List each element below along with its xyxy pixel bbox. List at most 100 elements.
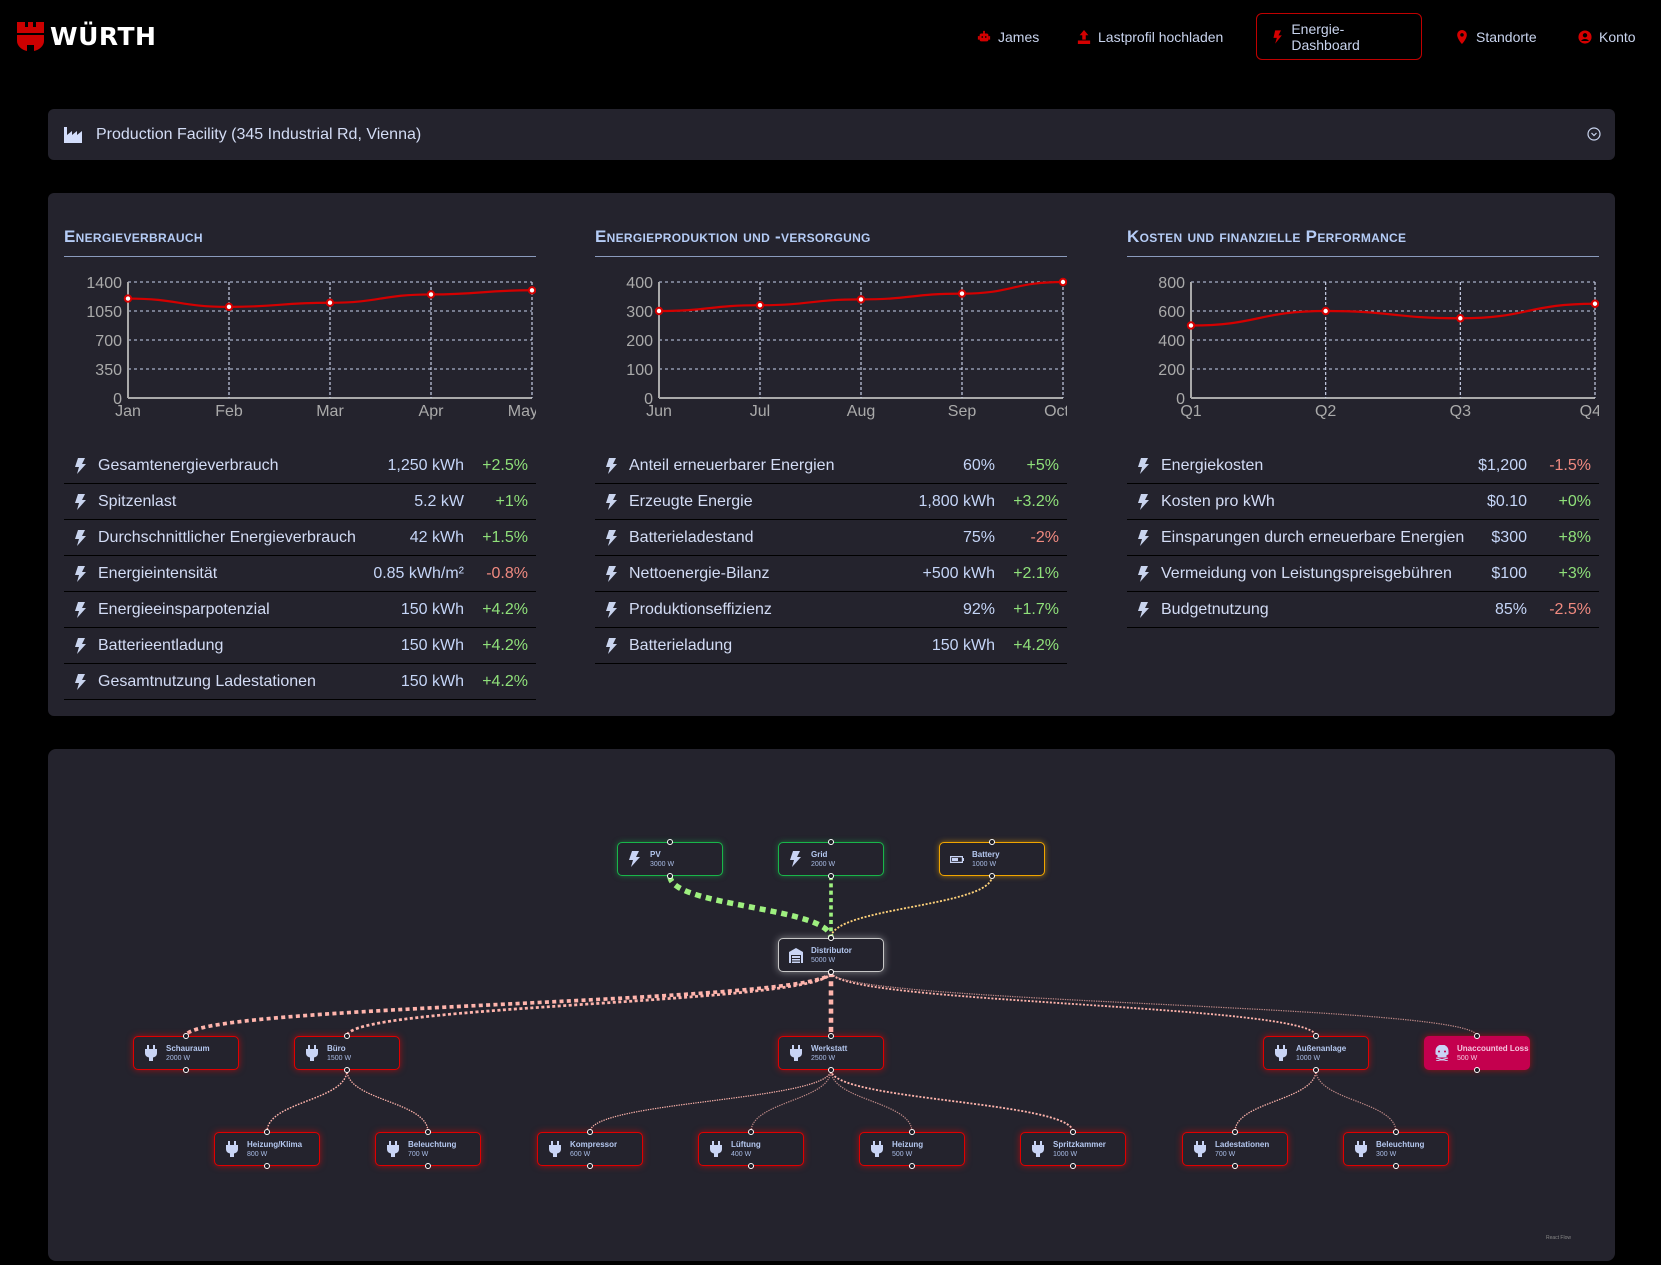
data-point[interactable] <box>654 306 664 316</box>
flow-edge[interactable] <box>589 1069 832 1133</box>
metric-change: +5% <box>1026 456 1059 474</box>
flow-edge[interactable] <box>1315 1069 1397 1133</box>
data-point[interactable] <box>325 298 335 307</box>
source-handle[interactable] <box>1474 1067 1480 1073</box>
flow-edge[interactable] <box>346 1069 429 1133</box>
flow-node-battery[interactable]: Battery 1000 W <box>939 839 1045 879</box>
flow-edge[interactable] <box>184 970 833 1038</box>
section-title: Energieverbrauch <box>64 227 203 246</box>
flow-node-bel2[interactable]: Beleuchtung 300 W <box>1343 1129 1449 1169</box>
metric-row: Vermeidung von Leistungspreisgebühren $10… <box>1127 556 1599 592</box>
target-handle[interactable] <box>425 1129 431 1135</box>
data-point[interactable] <box>123 294 133 303</box>
flow-node-heiz[interactable]: Heizung 500 W <box>859 1129 965 1169</box>
flow-node-hk[interactable]: Heizung/Klima 800 W <box>214 1129 320 1169</box>
flow-edge[interactable] <box>750 1069 832 1133</box>
source-handle[interactable] <box>667 873 673 879</box>
target-handle[interactable] <box>828 1033 834 1039</box>
node-value: 800 W <box>247 1150 268 1158</box>
nav-standorte[interactable]: Standorte <box>1441 13 1551 60</box>
source-handle[interactable] <box>1070 1163 1076 1169</box>
node-value: 2500 W <box>811 1054 836 1062</box>
data-point[interactable] <box>1456 314 1465 323</box>
flow-edge[interactable] <box>667 875 834 939</box>
plug-icon <box>306 1045 318 1061</box>
plug-icon <box>387 1141 399 1157</box>
flow-edge[interactable] <box>830 971 1317 1037</box>
flow-node-bel1[interactable]: Beleuchtung 700 W <box>375 1129 481 1169</box>
nav-lastprofil-hochladen[interactable]: Lastprofil hochladen <box>1063 13 1237 60</box>
flow-edge[interactable] <box>345 971 833 1037</box>
react-flow-attribution[interactable]: React Flow <box>1545 1235 1571 1241</box>
nav-energie-dashboard[interactable]: Energie-Dashboard <box>1256 13 1422 60</box>
target-handle[interactable] <box>1070 1129 1076 1135</box>
source-handle[interactable] <box>909 1163 915 1169</box>
source-handle[interactable] <box>1313 1067 1319 1073</box>
data-point[interactable] <box>1590 299 1599 308</box>
data-point[interactable] <box>1186 321 1196 330</box>
source-handle[interactable] <box>183 1067 189 1073</box>
site-selector[interactable]: Production Facility (345 Industrial Rd, … <box>48 109 1615 160</box>
nav-konto[interactable]: Konto <box>1564 13 1650 60</box>
data-point[interactable] <box>1058 277 1067 287</box>
target-handle[interactable] <box>748 1129 754 1135</box>
flow-node-loss[interactable]: Unaccounted Loss 500 W <box>1424 1033 1530 1073</box>
flow-node-pv[interactable]: PV 3000 W <box>617 839 723 879</box>
target-handle[interactable] <box>667 839 673 845</box>
source-handle[interactable] <box>264 1163 270 1169</box>
source-handle[interactable] <box>425 1163 431 1169</box>
flow-edge[interactable] <box>830 971 1478 1037</box>
metric-label: Nettoenergie-Bilanz <box>629 564 770 582</box>
data-point[interactable] <box>426 290 436 299</box>
nav-james[interactable]: James <box>963 13 1053 60</box>
target-handle[interactable] <box>909 1129 915 1135</box>
source-handle[interactable] <box>989 873 995 879</box>
flow-node-spritz[interactable]: Spritzkammer 1000 W <box>1020 1129 1126 1169</box>
data-point[interactable] <box>856 295 866 304</box>
energy-flow-diagram[interactable]: React Flow PV 3000 W Grid 2000 W Battery 1000… <box>48 749 1615 1261</box>
flow-node-werkstatt[interactable]: Werkstatt 2500 W <box>778 1033 884 1073</box>
source-handle[interactable] <box>828 873 834 879</box>
target-handle[interactable] <box>1232 1129 1238 1135</box>
target-handle[interactable] <box>1313 1033 1319 1039</box>
x-tick-label: Q4 <box>1580 403 1599 420</box>
flow-node-schauraum[interactable]: Schauraum 2000 W <box>133 1033 239 1073</box>
target-handle[interactable] <box>828 935 834 941</box>
source-handle[interactable] <box>1232 1163 1238 1169</box>
source-handle[interactable] <box>344 1067 350 1073</box>
target-handle[interactable] <box>264 1129 270 1135</box>
target-handle[interactable] <box>183 1033 189 1039</box>
target-handle[interactable] <box>344 1033 350 1039</box>
data-point[interactable] <box>527 286 536 295</box>
flow-node-lade[interactable]: Ladestationen 700 W <box>1182 1129 1288 1169</box>
wurth-logo[interactable]: WÜRTH <box>17 22 156 51</box>
target-handle[interactable] <box>989 839 995 845</box>
flow-edge[interactable] <box>1234 1069 1317 1133</box>
target-handle[interactable] <box>587 1129 593 1135</box>
data-point[interactable] <box>1321 306 1330 316</box>
target-handle[interactable] <box>1474 1033 1480 1039</box>
metric-row: Kosten pro kWh $0.10 +0% <box>1127 484 1599 520</box>
source-handle[interactable] <box>828 969 834 975</box>
source-handle[interactable] <box>828 1067 834 1073</box>
flow-edge[interactable] <box>830 1069 1074 1133</box>
flow-node-grid[interactable]: Grid 2000 W <box>778 839 884 879</box>
flow-edge[interactable] <box>830 875 993 939</box>
data-point[interactable] <box>224 302 234 312</box>
flow-node-dist[interactable]: Distributor 5000 W <box>778 935 884 975</box>
source-handle[interactable] <box>587 1163 593 1169</box>
data-point[interactable] <box>957 289 967 298</box>
flow-node-buero[interactable]: Büro 1500 W <box>294 1033 400 1073</box>
data-point[interactable] <box>755 301 765 310</box>
series-line <box>1190 302 1596 327</box>
flow-node-aussen[interactable]: Außenanlage 1000 W <box>1263 1033 1369 1073</box>
y-tick-label: 1400 <box>86 275 122 292</box>
source-handle[interactable] <box>1393 1163 1399 1169</box>
target-handle[interactable] <box>1393 1129 1399 1135</box>
source-handle[interactable] <box>748 1163 754 1169</box>
flow-node-komp[interactable]: Kompressor 600 W <box>537 1129 643 1169</box>
flow-edge[interactable] <box>266 1069 348 1133</box>
flow-node-lueft[interactable]: Lüftung 400 W <box>698 1129 804 1169</box>
target-handle[interactable] <box>828 839 834 845</box>
flow-edge[interactable] <box>830 1069 913 1133</box>
